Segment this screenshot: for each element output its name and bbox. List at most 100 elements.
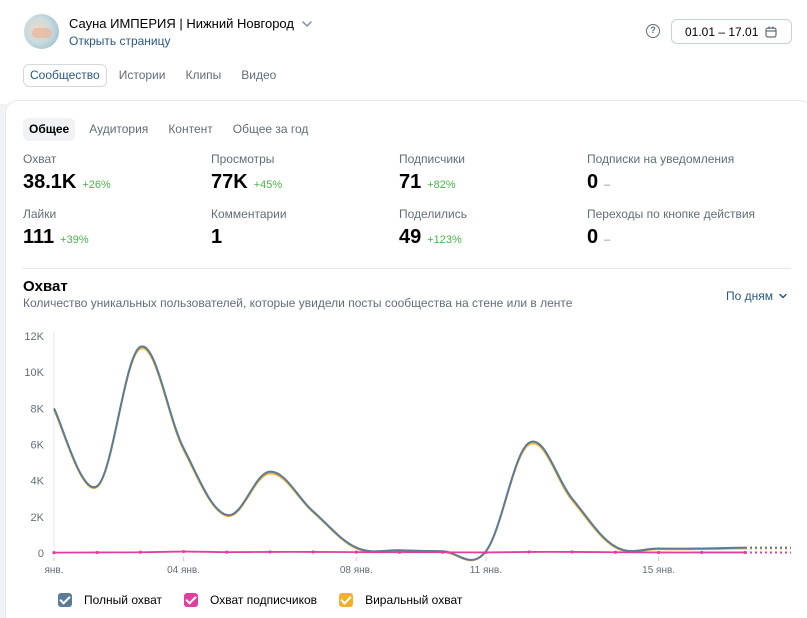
data-point [700, 550, 704, 555]
tab-video[interactable]: Видео [241, 68, 277, 82]
data-point [138, 550, 142, 554]
metric-value: 111 [23, 226, 55, 248]
subtab-general[interactable]: Общее [23, 118, 76, 141]
data-point [484, 550, 488, 555]
chevron-down-icon [779, 293, 787, 299]
legend-label: Виральный охват [365, 593, 463, 607]
metric-change: +123% [427, 234, 462, 246]
sub-tabs: Общее Аудитория Контент Общее за год [23, 118, 322, 141]
legend-item-subscribers[interactable]: Охват подписчиков [184, 593, 317, 607]
metric-value: 1 [211, 226, 223, 248]
legend-label: Полный охват [84, 593, 163, 607]
series-line-viral [53, 347, 746, 562]
date-range-text: 01.01 – 17.01 [685, 24, 759, 39]
group-selector[interactable]: Сауна ИМПЕРИЯ | Нижний Новгород [69, 16, 314, 31]
x-tick-label: 15 янв. [642, 565, 675, 576]
data-point [181, 549, 186, 554]
y-tick-label: 10K [24, 367, 44, 379]
chart-legend: Полный охват Охват подписчиков Виральный… [58, 593, 484, 607]
data-point [613, 550, 618, 554]
metric-value: 77K [211, 171, 248, 193]
checkbox-icon[interactable] [339, 593, 354, 607]
data-point [441, 550, 445, 554]
data-point [397, 550, 402, 554]
metric-value: 71 [399, 171, 422, 193]
data-point [743, 550, 747, 555]
tab-community[interactable]: Сообщество [23, 64, 107, 87]
series-line-total [53, 345, 746, 561]
y-tick-label: 6K [31, 440, 45, 452]
metric-label: Лайки [23, 207, 57, 221]
x-tick-label: 04 янв. [167, 565, 200, 576]
x-tick-label: 11 янв. [470, 565, 502, 576]
data-point [657, 550, 661, 555]
metric-subscribers: Подписчики 71 +82% [399, 152, 465, 194]
y-tick-label: 8K [31, 403, 45, 415]
stats-card [6, 101, 807, 618]
metric-views: Просмотры 77K +45% [211, 152, 282, 194]
divider [23, 268, 791, 269]
checkbox-icon[interactable] [58, 593, 72, 607]
chart-subtitle: Количество уникальных пользователей, кот… [23, 296, 573, 310]
metric-notifications: Подписки на уведомления 0– [587, 152, 734, 194]
help-icon[interactable]: ? [646, 24, 660, 38]
legend-item-viral[interactable]: Виральный охват [339, 593, 462, 607]
x-tick-label: 08 янв. [340, 565, 373, 576]
x-tick-label: янв. [44, 565, 63, 576]
metric-change: +39% [60, 234, 89, 246]
main-tabs: Сообщество Истории Клипы Видео [23, 64, 288, 87]
metric-likes: Лайки 111 +39% [23, 207, 89, 249]
metric-reach: Охват 38.1K +26% [23, 152, 111, 194]
period-label: По дням [726, 289, 774, 303]
data-point [311, 550, 315, 554]
metric-value: 38.1K [23, 171, 77, 193]
metric-change: +82% [427, 179, 456, 191]
top-header [0, 0, 807, 104]
calendar-icon [765, 26, 778, 38]
metric-shares: Поделились 49 +123% [399, 207, 467, 249]
group-name: Сауна ИМПЕРИЯ | Нижний Новгород [69, 16, 294, 31]
chevron-down-icon [302, 20, 312, 27]
data-point [225, 550, 229, 554]
data-point [52, 551, 56, 555]
subtab-content[interactable]: Контент [168, 122, 213, 136]
data-point [95, 550, 99, 555]
metric-change: +45% [253, 179, 283, 191]
open-page-link[interactable]: Открыть страницу [69, 34, 171, 48]
date-range-picker[interactable]: 01.01 – 17.01 [671, 19, 792, 44]
period-dropdown[interactable]: По дням [726, 289, 788, 303]
checkbox-icon[interactable] [184, 593, 199, 607]
metric-label: Подписчики [399, 152, 466, 166]
tab-stories[interactable]: Истории [118, 68, 166, 82]
data-point [527, 550, 531, 554]
subtab-year[interactable]: Общее за год [232, 122, 309, 136]
y-tick-label: 4K [31, 476, 45, 488]
subtab-audience[interactable]: Аудитория [89, 122, 149, 136]
data-point [268, 550, 272, 554]
group-avatar[interactable] [24, 14, 59, 49]
y-tick-label: 12K [24, 331, 44, 343]
metric-label: Поделились [399, 207, 467, 221]
metric-label: Просмотры [211, 152, 275, 166]
metric-label: Подписки на уведомления [587, 152, 735, 166]
legend-label: Охват подписчиков [210, 593, 318, 607]
metric-comments: Комментарии 1 [211, 207, 287, 249]
legend-item-total[interactable]: Полный охват [58, 593, 162, 607]
data-point [570, 550, 574, 554]
metric-value: 0 [587, 226, 599, 248]
metric-action-clicks: Переходы по кнопке действия 0– [587, 207, 755, 249]
y-tick-label: 2K [31, 512, 45, 524]
metric-change: +26% [82, 179, 111, 191]
metric-value: 0 [587, 171, 599, 193]
reach-line-chart: 0 2K 4K 6K 8K 10K 12K янв. 04 янв. 08 янв. 11 янв.… [24, 331, 791, 576]
metric-label: Переходы по кнопке действия [587, 207, 756, 221]
y-tick-label: 0 [38, 548, 44, 560]
metric-label: Комментарии [211, 207, 287, 221]
metric-change: – [604, 179, 611, 191]
data-point [354, 550, 358, 554]
metric-label: Охват [23, 152, 57, 166]
metric-change: – [604, 234, 611, 246]
chart-title: Охват [23, 278, 68, 295]
tab-clips[interactable]: Клипы [185, 68, 222, 82]
metric-value: 49 [399, 226, 422, 248]
